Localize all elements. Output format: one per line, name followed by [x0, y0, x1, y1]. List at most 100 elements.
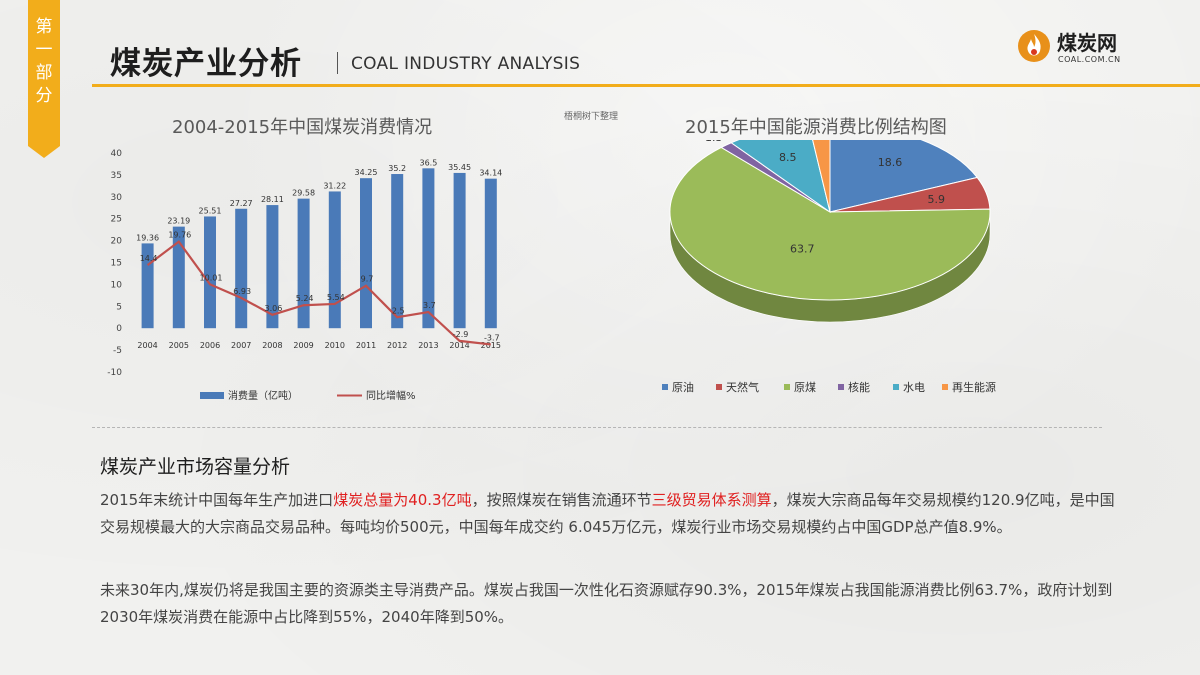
bar-value-label: 34.25 — [355, 168, 378, 177]
legend-swatch — [942, 384, 948, 390]
y-tick-label: 40 — [111, 149, 123, 159]
page-title: 煤炭产业分析 — [110, 46, 302, 82]
bar-value-label: 28.11 — [261, 195, 284, 204]
x-tick-label: 2004 — [137, 341, 157, 350]
y-tick-label: 0 — [116, 324, 122, 334]
line-value-label: -2.9 — [453, 330, 469, 339]
pie-slice-原煤 — [669, 146, 991, 301]
header-rule — [92, 84, 1200, 87]
bar-chart-title: 2004-2015年中国煤炭消费情况 — [172, 117, 433, 138]
legend-swatch — [716, 384, 722, 390]
source-note: 梧桐树下整理 — [564, 112, 619, 122]
legend-label: 原油 — [672, 380, 694, 394]
flame-logo-icon — [1018, 30, 1050, 62]
legend-bar-swatch — [200, 392, 224, 399]
ribbon-char: 部 — [35, 63, 53, 83]
bar-value-label: 34.14 — [479, 169, 502, 178]
legend-swatch — [784, 384, 790, 390]
pie-chart-title: 2015年中国能源消费比例结构图 — [685, 117, 947, 138]
x-tick-label: 2015 — [481, 341, 501, 350]
y-tick-label: 25 — [111, 215, 122, 225]
legend-swatch — [662, 384, 668, 390]
bar-value-label: 19.36 — [136, 233, 159, 242]
line-value-label: 3.06 — [264, 304, 282, 313]
x-tick-label: 2009 — [293, 341, 313, 350]
consumption-bar — [360, 178, 372, 329]
line-value-label: 14.4 — [140, 254, 158, 263]
legend-label: 再生能源 — [952, 380, 996, 394]
legend-swatch — [893, 384, 899, 390]
line-value-label: 5.24 — [296, 294, 314, 303]
section-heading: 煤炭产业市场容量分析 — [100, 456, 291, 478]
bar-value-label: 35.45 — [448, 163, 471, 172]
bar-value-label: 35.2 — [388, 164, 406, 173]
pie-value-label: 18.6 — [878, 156, 903, 169]
y-tick-label: 5 — [116, 302, 122, 312]
consumption-bar — [172, 226, 185, 329]
pie-slice-再生能源 — [812, 140, 831, 213]
consumption-bar — [391, 174, 404, 329]
line-value-label: 5.54 — [327, 293, 345, 302]
y-tick-label: -5 — [113, 346, 122, 356]
consumption-bar — [141, 243, 154, 329]
line-value-label: 19.76 — [168, 231, 191, 240]
x-tick-label: 2007 — [231, 341, 251, 350]
paragraph-text: ，煤炭大宗商品每年交易规模约120.9亿吨，是中国交易规模最大的大宗商品交易品种… — [100, 491, 1115, 536]
consumption-bar — [422, 168, 435, 329]
x-tick-label: 2010 — [325, 341, 345, 350]
site-logo[interactable]: 煤炭网 COAL.COM.CN — [1017, 26, 1147, 72]
paragraph-text: ，按照煤炭在销售流通环节 — [471, 491, 652, 509]
line-value-label: 2.5 — [392, 306, 405, 315]
pie-value-label: 8.5 — [779, 151, 797, 164]
y-tick-label: 35 — [111, 171, 122, 181]
line-value-label: 6.93 — [233, 287, 251, 296]
consumption-bar — [453, 172, 466, 329]
legend-label: 天然气 — [726, 380, 759, 394]
bar-value-label: 27.27 — [230, 199, 253, 208]
energy-pie-chart: 18.65.963.71.38.52.1原油天然气原煤核能水电再生能源 — [662, 140, 996, 394]
pie-value-label: 5.9 — [927, 193, 945, 206]
y-tick-label: -10 — [107, 368, 122, 378]
x-tick-label: 2013 — [418, 341, 438, 350]
x-tick-label: 2005 — [169, 341, 189, 350]
line-value-label: 10.01 — [200, 273, 223, 282]
pie-value-label: 1.3 — [705, 140, 723, 144]
ribbon-char: 分 — [35, 86, 53, 106]
pie-slice-原油 — [829, 140, 979, 213]
x-tick-label: 2011 — [356, 341, 376, 350]
pie-slice-水电 — [730, 140, 831, 214]
consumption-bar — [204, 216, 216, 329]
y-tick-label: 20 — [111, 237, 123, 247]
ribbon-char: 第 — [35, 17, 53, 37]
growth-rate-line — [146, 240, 491, 346]
highlighted-text: 三级贸易体系测算 — [651, 491, 772, 509]
paragraph-text: 2015年末统计中国每年生产加进口 — [100, 491, 334, 509]
section-ribbon: 第 一 部 分 — [28, 0, 60, 158]
logo-url: COAL.COM.CN — [1058, 55, 1121, 64]
y-tick-label: 15 — [111, 259, 122, 269]
section-divider — [92, 427, 1102, 428]
line-value-label: 9.7 — [361, 275, 374, 284]
consumption-bar-chart: 4035302520151050-5-1019.36200423.1920052… — [107, 149, 502, 402]
bar-value-label: 36.5 — [419, 158, 437, 167]
bar-value-label: 23.19 — [167, 217, 190, 226]
bar-value-label: 31.22 — [323, 181, 346, 190]
line-value-label: -3.7 — [484, 333, 500, 342]
title-divider — [337, 52, 338, 74]
x-tick-label: 2008 — [262, 341, 282, 350]
pie-value-label: 63.7 — [790, 243, 815, 256]
page-subtitle: COAL INDUSTRY ANALYSIS — [351, 54, 581, 74]
consumption-bar — [266, 205, 279, 329]
consumption-bar — [484, 178, 497, 329]
paragraph-market-size: 2015年末统计中国每年生产加进口煤炭总量为40.3亿吨，按照煤炭在销售流通环节… — [100, 487, 1120, 541]
legend-line-label: 同比增幅% — [366, 389, 416, 402]
x-tick-label: 2006 — [200, 341, 220, 350]
consumption-bar — [235, 208, 248, 329]
highlighted-text: 煤炭总量为40.3亿吨 — [333, 491, 472, 509]
legend-label: 核能 — [848, 380, 870, 394]
legend-label: 水电 — [903, 381, 925, 394]
line-value-label: 3.7 — [423, 301, 436, 310]
legend-bar-label: 消费量（亿吨） — [228, 389, 298, 402]
ribbon-char: 一 — [35, 40, 53, 60]
